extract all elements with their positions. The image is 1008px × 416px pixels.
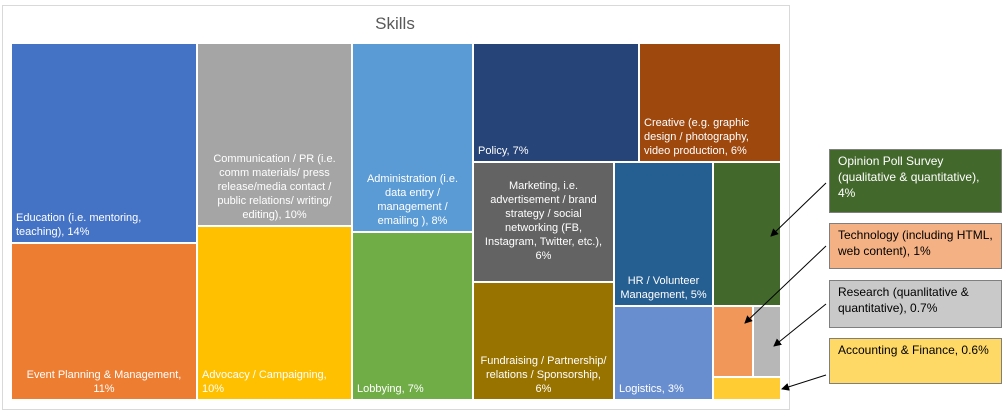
treemap-tile: Lobbying, 7% <box>352 232 473 400</box>
tile-label: HR / Volunteer Management, 5% <box>620 275 707 301</box>
tile-label: Education (i.e. mentoring, teaching), 14… <box>16 212 142 238</box>
tile-label: Marketing, i.e. advertisement / brand st… <box>484 179 603 262</box>
callout-arrow <box>781 374 827 391</box>
treemap-tile: HR / Volunteer Management, 5% <box>614 162 713 306</box>
tile-label: Logistics, 3% <box>619 383 684 395</box>
tile-label: Advocacy / Campaigning, 10% <box>202 369 327 395</box>
treemap-tile: Logistics, 3% <box>614 306 713 400</box>
treemap-tile: Creative (e.g. graphic design / photogra… <box>639 43 781 162</box>
treemap-tile: Fundraising / Partnership/ relations / S… <box>473 282 614 400</box>
treemap-tile: Advocacy / Campaigning, 10% <box>197 226 352 400</box>
tile-label: Communication / PR (i.e. comm materials/… <box>213 153 336 221</box>
tile-label: Event Planning & Management, 11% <box>26 369 182 395</box>
tile-label: Creative (e.g. graphic design / photogra… <box>644 117 750 157</box>
callout-box: Technology (including HTML, web content)… <box>829 223 1002 269</box>
treemap-tile <box>713 162 781 306</box>
tile-label: Lobbying, 7% <box>357 383 424 395</box>
treemap-tile: Administration (i.e. data entry / manage… <box>352 43 473 232</box>
treemap-tile: Event Planning & Management, 11% <box>11 243 197 400</box>
tile-label: Administration (i.e. data entry / manage… <box>366 173 459 227</box>
callout-arrow <box>770 182 827 237</box>
callout-arrow <box>773 303 827 347</box>
treemap-tile: Policy, 7% <box>473 43 639 162</box>
callout-box: Accounting & Finance, 0.6% <box>829 338 1002 384</box>
callout-box: Opinion Poll Survey (qualitative & quant… <box>829 149 1002 213</box>
treemap-tile: Communication / PR (i.e. comm materials/… <box>197 43 352 226</box>
chart-title: Skills <box>375 14 415 33</box>
tile-label: Policy, 7% <box>478 145 529 157</box>
treemap-tile: Education (i.e. mentoring, teaching), 14… <box>11 43 197 243</box>
treemap-tile: Marketing, i.e. advertisement / brand st… <box>473 162 614 282</box>
tile-label: Fundraising / Partnership/ relations / S… <box>480 355 607 395</box>
treemap-tile <box>713 306 753 377</box>
callout-box: Research (quanlitative & quantitative), … <box>829 280 1002 328</box>
callout-arrow <box>744 245 827 324</box>
treemap-tile <box>713 377 781 400</box>
